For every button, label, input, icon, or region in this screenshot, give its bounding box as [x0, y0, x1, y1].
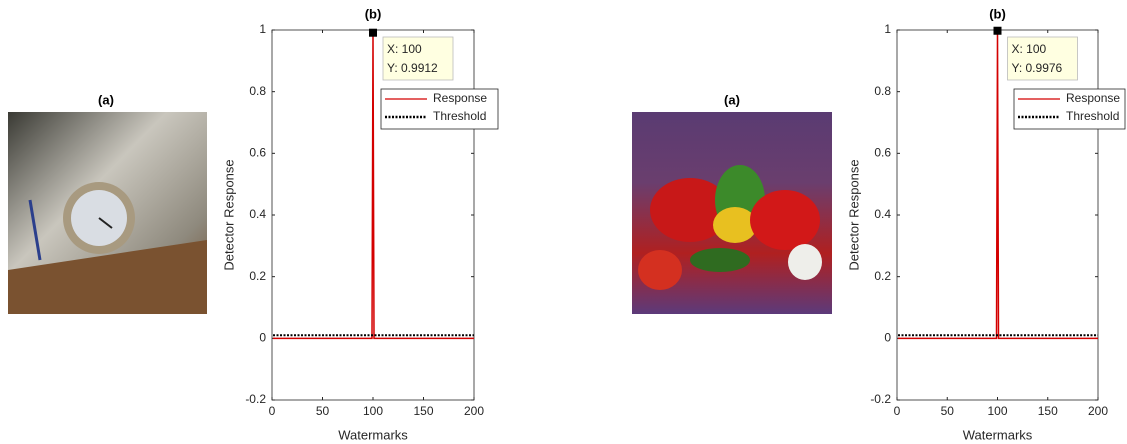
- image-title: (a): [724, 92, 740, 107]
- datatip-text: X: 100: [387, 42, 422, 56]
- legend-label: Threshold: [433, 109, 486, 123]
- x-tick-label: 0: [269, 404, 276, 418]
- datatip-text: Y: 0.9912: [387, 61, 438, 75]
- legend-label: Response: [433, 91, 487, 105]
- datatip-text: X: 100: [1012, 42, 1047, 56]
- y-tick-label: 1: [259, 22, 266, 36]
- x-tick-label: 50: [316, 404, 330, 418]
- y-axis-label: Detector Response: [221, 159, 236, 270]
- x-tick-label: 100: [987, 404, 1007, 418]
- y-tick-label: 0.8: [249, 84, 266, 98]
- y-tick-label: 0.2: [874, 269, 891, 283]
- x-tick-label: 200: [1088, 404, 1108, 418]
- image-a-peppers: [632, 112, 832, 314]
- y-tick-label: 1: [884, 22, 891, 36]
- datatip-marker: [369, 29, 377, 37]
- y-tick-label: 0: [884, 331, 891, 345]
- x-tick-label: 0: [894, 404, 901, 418]
- legend-label: Threshold: [1066, 109, 1119, 123]
- image-a-watch: [8, 112, 207, 314]
- y-axis-label: Detector Response: [846, 159, 861, 270]
- x-tick-label: 150: [413, 404, 433, 418]
- y-tick-label: 0.6: [249, 146, 266, 160]
- y-tick-label: 0.4: [874, 207, 891, 221]
- y-tick-label: 0.6: [874, 146, 891, 160]
- figure: (a) (a) 050100150200-0.200.20.40.60.81(b…: [0, 0, 1127, 444]
- x-axis-label: Watermarks: [963, 427, 1033, 442]
- legend-label: Response: [1066, 91, 1120, 105]
- chart-title: (b): [365, 6, 382, 21]
- y-tick-label: 0.8: [874, 84, 891, 98]
- x-tick-label: 150: [1038, 404, 1058, 418]
- x-tick-label: 50: [941, 404, 955, 418]
- y-tick-label: 0.4: [249, 207, 266, 221]
- y-tick-label: -0.2: [245, 392, 266, 406]
- y-tick-label: 0: [259, 331, 266, 345]
- chart-title: (b): [989, 6, 1006, 21]
- y-tick-label: -0.2: [870, 392, 891, 406]
- x-tick-label: 100: [363, 404, 383, 418]
- image-title: (a): [98, 92, 114, 107]
- datatip-marker: [994, 27, 1002, 35]
- y-tick-label: 0.2: [249, 269, 266, 283]
- datatip-text: Y: 0.9976: [1012, 61, 1063, 75]
- x-tick-label: 200: [464, 404, 484, 418]
- x-axis-label: Watermarks: [338, 427, 408, 442]
